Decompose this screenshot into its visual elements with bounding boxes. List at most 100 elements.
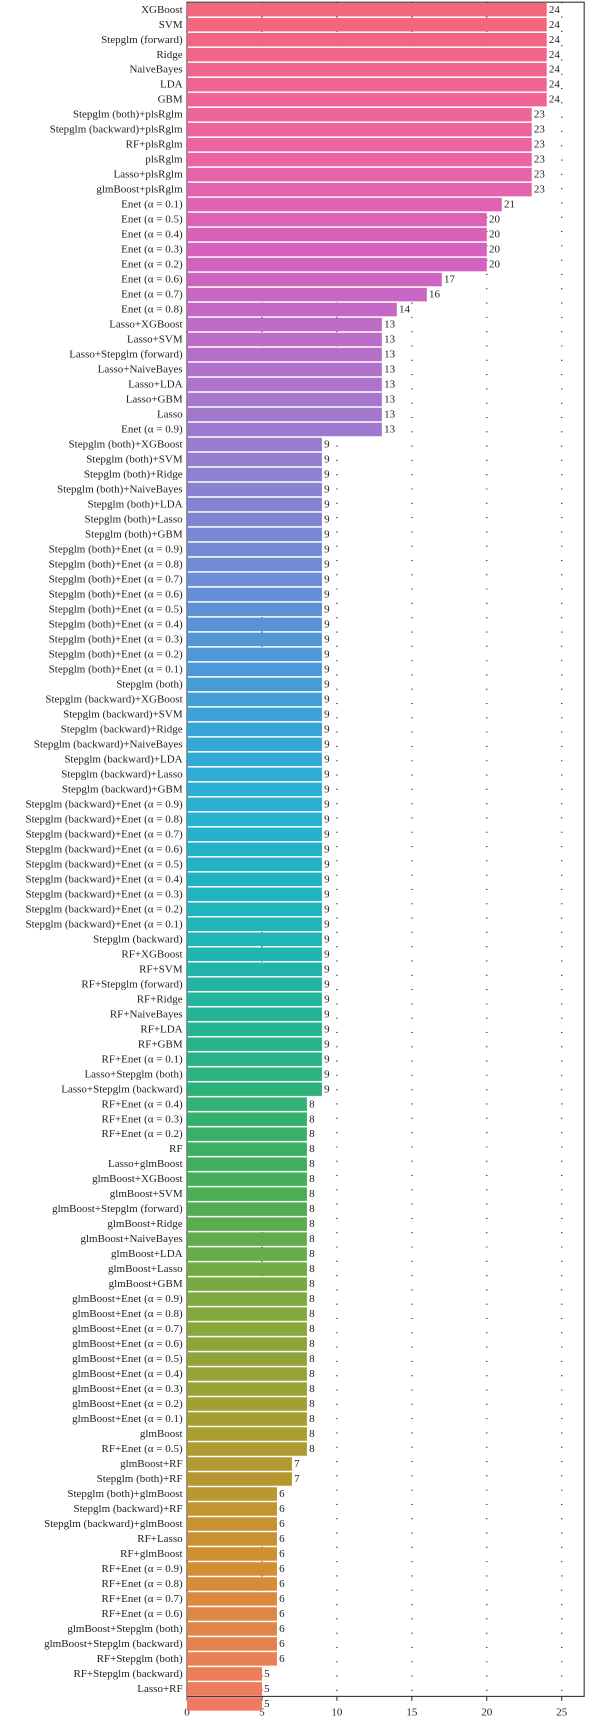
value-label: 24 [549, 19, 561, 31]
y-tick-label: Stepglm (backward)+Lasso [61, 768, 183, 780]
bar [187, 947, 322, 961]
value-label: 6 [279, 1518, 285, 1530]
value-label: 13 [384, 409, 396, 421]
bar [187, 1157, 307, 1171]
y-tick-label: RF+Lasso [137, 1533, 183, 1545]
y-tick-label: Stepglm (backward)+NaiveBayes [34, 738, 183, 750]
bar [187, 902, 322, 917]
value-label: 9 [324, 633, 330, 645]
bar [187, 17, 547, 32]
y-tick-label: glmBoost+SVM [110, 1188, 183, 1200]
y-tick-label: Stepglm (backward)+Enet (α = 0.7) [25, 828, 182, 840]
y-tick-label: RF+Enet (α = 0.6) [102, 1608, 183, 1620]
value-label: 9 [324, 514, 330, 526]
bar [187, 572, 322, 587]
bar [187, 542, 322, 557]
y-tick-label: Lasso+Stepglm (forward) [69, 349, 183, 361]
y-tick-label: RF+Stepglm (forward) [81, 978, 183, 990]
bar [187, 827, 322, 842]
bar [187, 917, 322, 932]
bar [187, 302, 397, 317]
y-tick-label: RF+Ridge [137, 993, 183, 1005]
bar [187, 512, 322, 527]
bar [187, 782, 322, 797]
y-tick-label: RF+Enet (α = 0.7) [102, 1593, 183, 1605]
y-tick-label: Stepglm (backward)+Enet (α = 0.1) [25, 918, 182, 930]
y-tick-label: Ridge [156, 49, 182, 61]
bar [187, 332, 382, 347]
value-label: 6 [279, 1638, 285, 1650]
value-label: 9 [324, 708, 330, 720]
bar [187, 1337, 307, 1351]
bar [187, 812, 322, 827]
y-tick-label: SVM [159, 19, 183, 31]
bar [187, 152, 532, 167]
value-label: 8 [309, 1263, 315, 1275]
bar [187, 1577, 277, 1591]
value-label: 9 [324, 933, 330, 945]
bar [187, 407, 382, 422]
bar [187, 1457, 292, 1471]
value-label: 6 [279, 1533, 285, 1545]
bar [187, 347, 382, 362]
value-label: 6 [279, 1578, 285, 1590]
value-label: 9 [324, 948, 330, 960]
y-tick-label: Lasso+Stepglm (backward) [61, 1083, 183, 1095]
y-tick-label: Stepglm (backward)+RF [73, 1503, 182, 1515]
value-label: 17 [444, 274, 456, 286]
value-label: 9 [324, 993, 330, 1005]
y-tick-label: Stepglm (backward)+LDA [64, 753, 182, 765]
bar [187, 1217, 307, 1231]
y-tick-label: Lasso+XGBoost [109, 319, 182, 331]
y-tick-label: glmBoost+Stepglm (both) [67, 1623, 183, 1635]
y-tick-label: glmBoost+Stepglm (forward) [52, 1203, 183, 1215]
bar [187, 602, 322, 617]
value-label: 8 [309, 1128, 315, 1140]
value-label: 9 [324, 813, 330, 825]
y-tick-label: Stepglm (backward)+Enet (α = 0.6) [25, 843, 182, 855]
y-tick-label: glmBoost+plsRglm [96, 184, 183, 196]
bar [187, 677, 322, 692]
value-label: 24 [549, 64, 561, 76]
value-label: 13 [384, 379, 396, 391]
y-tick-label: Stepglm (both)+XGBoost [69, 439, 183, 451]
y-tick-label: RF+Stepglm (both) [97, 1653, 183, 1665]
value-label: 20 [489, 229, 501, 241]
value-label: 8 [309, 1323, 315, 1335]
bar [187, 1307, 307, 1321]
value-label: 8 [309, 1368, 315, 1380]
y-tick-label: RF+plsRglm [126, 139, 183, 151]
value-label: 9 [324, 529, 330, 541]
bar [187, 1277, 307, 1291]
y-tick-label: glmBoost+Lasso [108, 1263, 183, 1275]
y-tick-label: glmBoost+Enet (α = 0.9) [72, 1293, 183, 1305]
value-label: 9 [324, 903, 330, 915]
y-tick-label: Stepglm (both)+Enet (α = 0.1) [49, 663, 183, 675]
value-label: 9 [324, 574, 330, 586]
value-label: 5 [264, 1698, 270, 1710]
bar [187, 962, 322, 976]
bar [187, 647, 322, 662]
y-tick-label: plsRglm [145, 154, 183, 166]
y-tick-label: Lasso+RF [137, 1683, 182, 1695]
y-tick-label: Enet (α = 0.1) [121, 199, 183, 211]
value-label: 6 [279, 1548, 285, 1560]
bar [187, 1112, 307, 1126]
y-tick-label: Stepglm (both)+LDA [88, 499, 183, 511]
value-label: 21 [504, 199, 515, 211]
bar [187, 422, 382, 437]
bar [187, 1352, 307, 1366]
bar [187, 272, 442, 287]
bar [187, 1172, 307, 1186]
bar [187, 1082, 322, 1096]
value-label: 13 [384, 364, 396, 376]
bar [187, 1367, 307, 1381]
bar [187, 1442, 307, 1456]
value-label: 9 [324, 693, 330, 705]
bar [187, 317, 382, 332]
bar [187, 497, 322, 512]
y-tick-label: RF+glmBoost [120, 1548, 182, 1560]
value-label: 9 [324, 439, 330, 451]
value-label: 9 [324, 783, 330, 795]
y-tick-label: Stepglm (both)+plsRglm [73, 109, 183, 121]
